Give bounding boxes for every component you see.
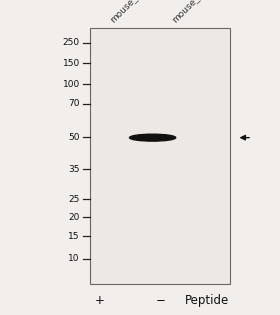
Text: 70: 70 <box>68 100 80 108</box>
Text: 25: 25 <box>68 195 80 203</box>
Text: mouse_liver: mouse_liver <box>108 0 153 24</box>
Text: 15: 15 <box>68 232 80 241</box>
Text: +: + <box>94 294 104 307</box>
Text: 150: 150 <box>62 59 80 67</box>
Bar <box>90 28 230 284</box>
Text: 250: 250 <box>63 38 80 47</box>
Text: Peptide: Peptide <box>185 294 230 307</box>
Text: −: − <box>156 294 166 307</box>
Text: 50: 50 <box>68 133 80 141</box>
Text: 20: 20 <box>68 213 80 222</box>
Text: 100: 100 <box>62 80 80 89</box>
Text: 35: 35 <box>68 165 80 174</box>
Text: 10: 10 <box>68 255 80 263</box>
Ellipse shape <box>130 134 176 141</box>
Text: mouse_liver: mouse_liver <box>169 0 214 24</box>
